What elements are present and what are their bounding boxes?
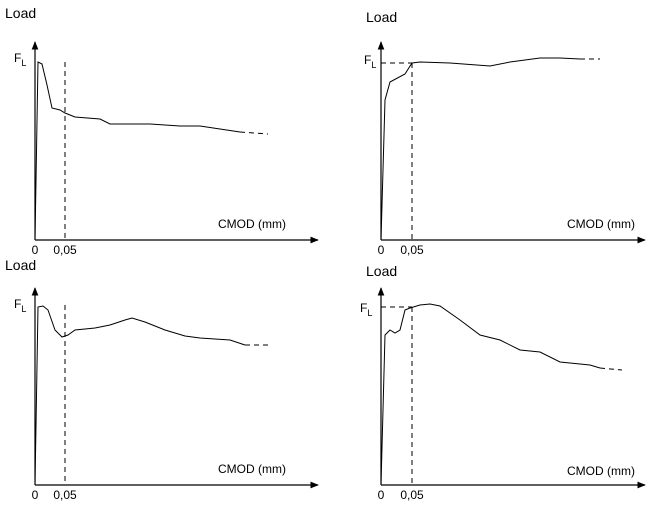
x-tick-label: 0 (378, 488, 385, 502)
x-tick-label: 0 (378, 243, 385, 257)
fl-subscript: L (367, 308, 372, 318)
panel: Load FL CMOD (mm) 0 0,05 (5, 5, 319, 257)
x-tick-label: 0,05 (400, 488, 424, 502)
x-tick-label: 0,05 (53, 488, 77, 502)
x-tick-label: 0,05 (400, 243, 424, 257)
panel: Load FL CMOD (mm) 0 0,05 (360, 263, 646, 502)
fl-label: FL (364, 53, 376, 70)
fl-subscript: L (21, 304, 26, 314)
y-axis-label: Load (5, 5, 36, 21)
curve (380, 57, 581, 241)
x-tick-label: 0,05 (53, 243, 77, 257)
fl-label: FL (360, 301, 372, 318)
y-axis-label: Load (5, 257, 36, 273)
curve (34, 305, 246, 486)
y-axis-label: Load (366, 9, 397, 25)
fl-subscript: L (21, 58, 26, 68)
fl-label: FL (14, 51, 26, 68)
x-tick-label: 0 (32, 488, 39, 502)
x-tick-label: 0 (32, 243, 39, 257)
x-axis-label: CMOD (mm) (218, 217, 286, 231)
y-axis-label: Load (366, 263, 397, 279)
curve (380, 303, 601, 486)
x-axis-label: CMOD (mm) (567, 464, 635, 478)
curve-continuation (599, 367, 623, 371)
x-axis-label: CMOD (mm) (218, 462, 286, 476)
curve (34, 61, 241, 241)
fl-label: FL (14, 297, 26, 314)
panel: Load FL CMOD (mm) 0 0,05 (364, 9, 646, 257)
curve-continuation (239, 131, 269, 135)
fl-subscript: L (371, 60, 376, 70)
x-axis-label: CMOD (mm) (567, 217, 635, 231)
panel: Load FL CMOD (mm) 0 0,05 (5, 257, 319, 502)
